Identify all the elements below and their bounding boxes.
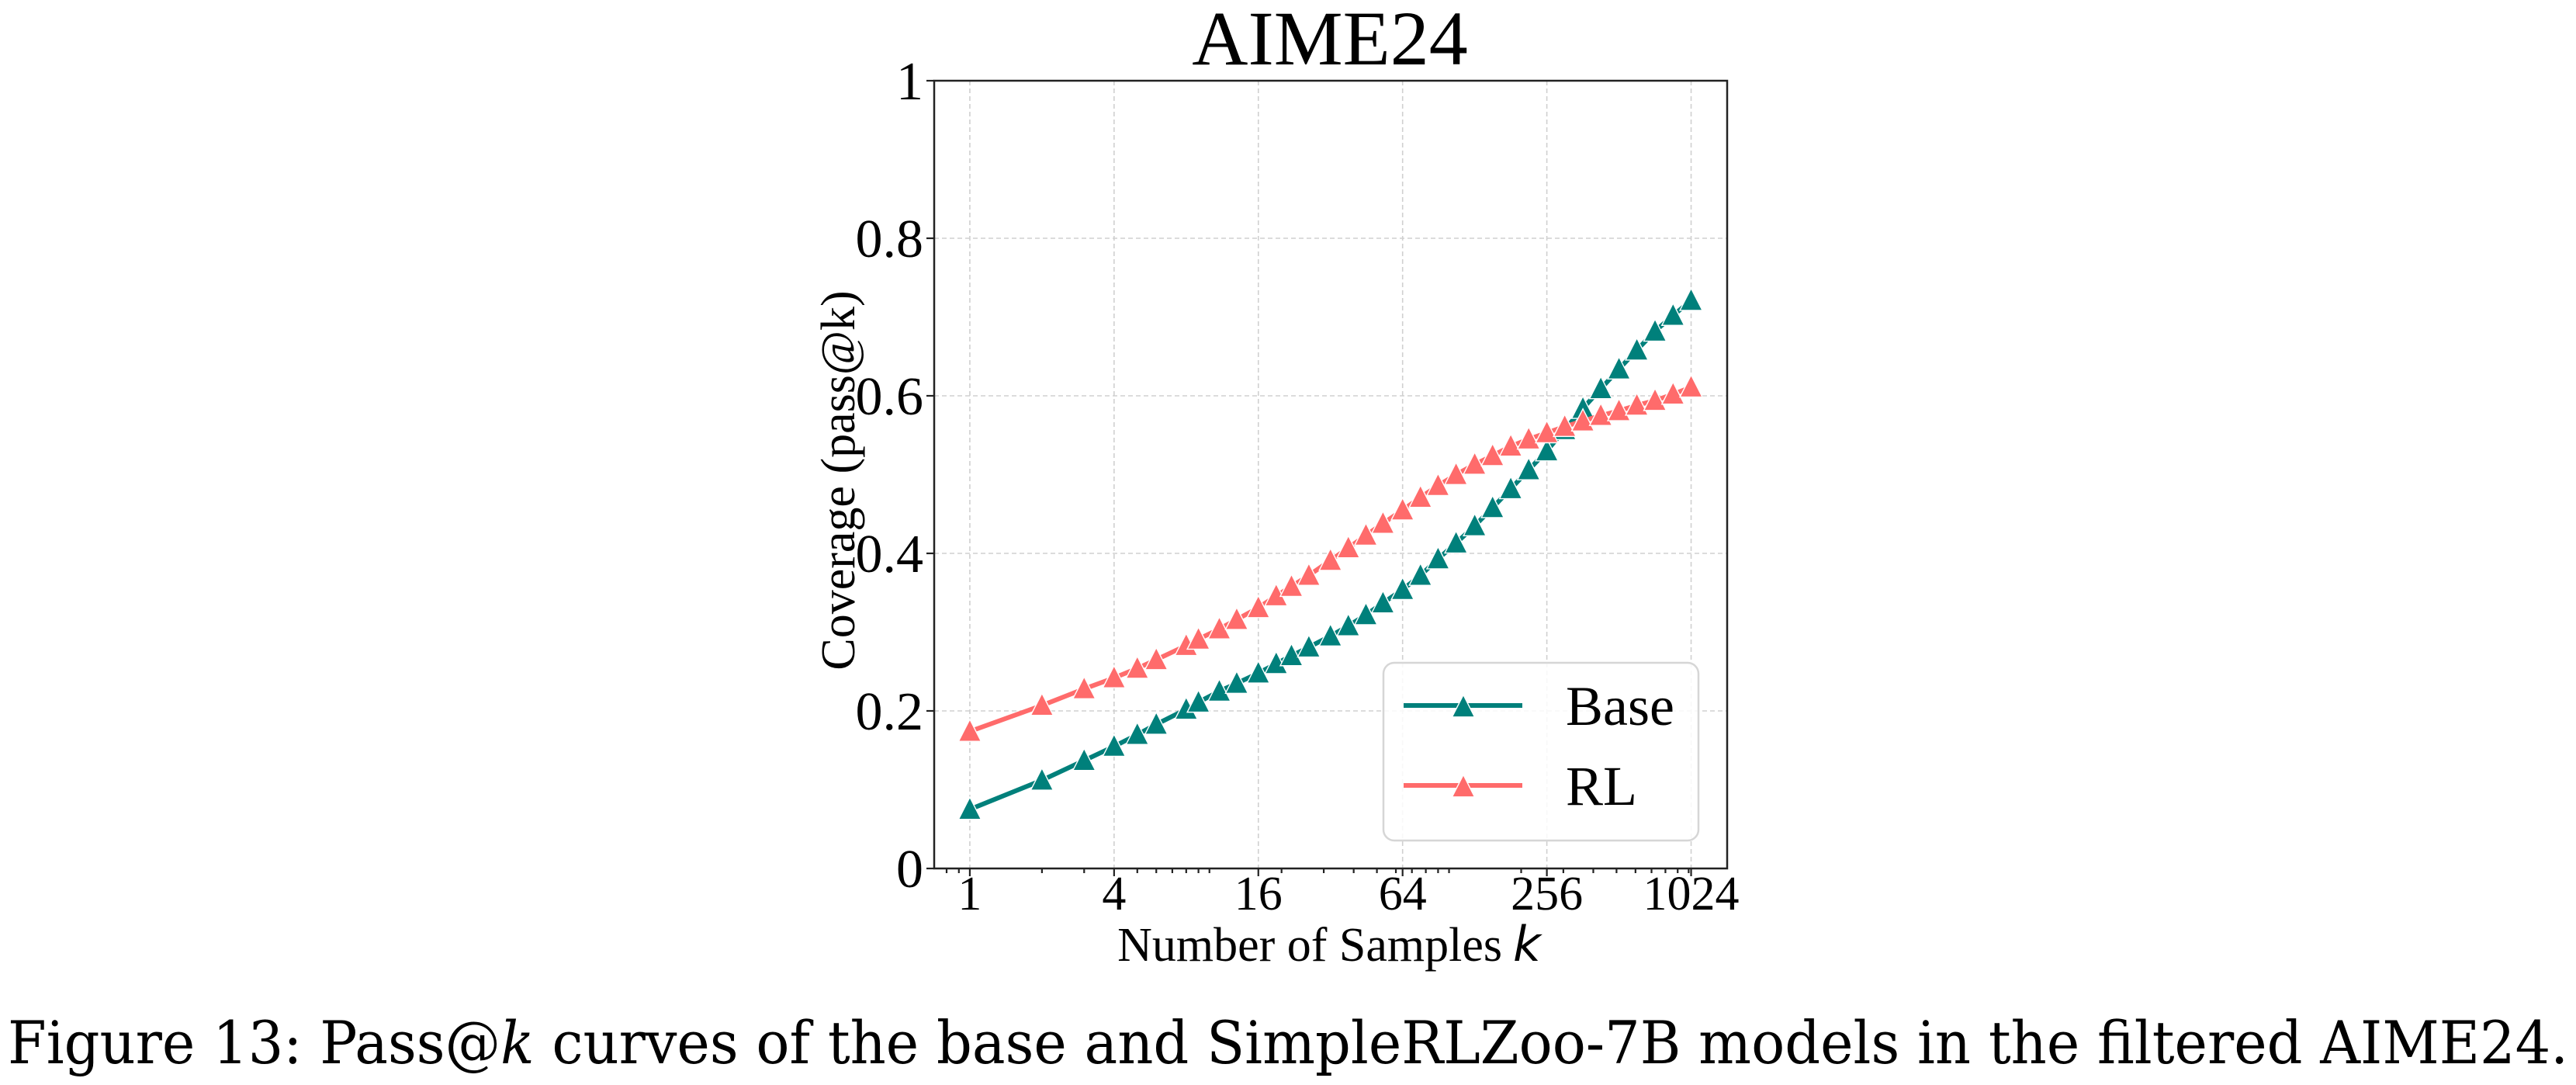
x-tick-label: 1: [957, 868, 982, 920]
data-point-rl: [1072, 675, 1096, 700]
data-point-base: [1425, 545, 1451, 570]
y-tick-label: 0.6: [856, 367, 924, 427]
data-point-base: [1030, 767, 1054, 791]
data-point-rl: [957, 718, 982, 742]
data-point-base: [1498, 475, 1523, 500]
axis-ticks: [926, 79, 1692, 876]
data-point-base: [1186, 688, 1211, 713]
data-point-rl: [1336, 534, 1361, 559]
x-tick-label: 256: [1511, 868, 1583, 920]
data-point-rl: [1390, 497, 1415, 521]
data-point-base: [1480, 494, 1505, 518]
caption-suffix: curves of the base and SimpleRLZoo-7B mo…: [535, 1008, 2568, 1077]
data-point-rl: [1534, 419, 1560, 444]
data-point-base: [1643, 317, 1667, 342]
x-tick-label: 4: [1102, 868, 1126, 920]
legend-label: RL: [1566, 755, 1637, 817]
data-point-base: [1072, 747, 1096, 771]
data-point-rl: [1125, 655, 1150, 679]
data-point-rl: [1480, 442, 1505, 466]
data-point-base: [1144, 711, 1169, 735]
data-point-rl: [1318, 546, 1343, 571]
data-point-base: [1660, 302, 1685, 326]
y-tick-label: 0.8: [856, 210, 924, 269]
data-point-base: [1297, 633, 1321, 658]
figure-caption: Figure 13: Pass@k curves of the base and…: [8, 1008, 2568, 1077]
data-point-base: [1463, 512, 1487, 536]
data-point-rl: [1660, 380, 1685, 405]
data-point-rl: [1224, 606, 1249, 630]
chart-title: AIME24: [1192, 0, 1468, 81]
data-point-rl: [1588, 402, 1613, 426]
legend-item-rl: RL: [1404, 755, 1637, 817]
data-point-rl: [1643, 387, 1667, 411]
series-base: [957, 287, 1704, 820]
data-point-base: [1246, 660, 1271, 684]
data-point-base: [1390, 576, 1415, 601]
x-axis-label: Number of Samples k: [1117, 916, 1542, 972]
data-point-base: [1678, 287, 1704, 311]
legend-item-base: Base: [1404, 675, 1674, 737]
data-point-base: [1353, 601, 1379, 626]
data-point-rl: [1624, 392, 1650, 416]
legend: Base RL: [1382, 661, 1700, 842]
data-point-base: [1279, 642, 1304, 667]
data-point-base: [1207, 678, 1232, 702]
caption-var: k: [500, 1008, 534, 1077]
data-point-base: [1624, 336, 1650, 361]
data-point-base: [1443, 529, 1469, 554]
data-point-rl: [1102, 664, 1127, 688]
data-point-rl: [1553, 413, 1577, 438]
data-point-rl: [1246, 594, 1271, 619]
axis-tick-labels: 1 4 16 64 256 1024 0 0.2 0.4 0.6 0.8 1: [856, 52, 1740, 920]
legend-swatch-marker: [1451, 773, 1476, 798]
legend-swatch-marker: [1451, 693, 1476, 718]
data-point-rl: [1463, 451, 1487, 475]
data-point-base: [1318, 622, 1343, 647]
series-rl: [957, 373, 1704, 742]
data-point-rl: [1370, 510, 1396, 534]
data-point-rl: [1570, 407, 1595, 432]
data-point-rl: [1353, 522, 1379, 546]
caption-prefix: Figure 13: Pass@: [8, 1008, 500, 1077]
data-point-rl: [1678, 373, 1704, 398]
data-point-rl: [1425, 472, 1451, 497]
x-tick-label: 64: [1379, 868, 1427, 920]
y-tick-label: 1: [896, 52, 923, 112]
data-point-base: [1606, 355, 1632, 380]
y-axis-label: Coverage (pass@k): [812, 290, 865, 670]
y-tick-label: 0.2: [856, 682, 924, 742]
data-point-rl: [1030, 692, 1054, 716]
data-point-base: [1516, 456, 1541, 480]
data-point-rl: [1516, 425, 1541, 450]
data-point-base: [1336, 612, 1361, 636]
data-point-rl: [1498, 432, 1523, 457]
data-point-base: [1370, 589, 1396, 614]
data-point-base: [957, 796, 982, 820]
x-tick-label: 1024: [1643, 868, 1740, 920]
data-point-base: [1102, 733, 1127, 757]
data-point-base: [1534, 437, 1560, 462]
data-point-base: [1588, 375, 1613, 400]
y-tick-label: 0.4: [856, 525, 924, 584]
x-axis-label-var: k: [1513, 916, 1542, 972]
data-point-rl: [1297, 562, 1321, 586]
data-point-rl: [1443, 461, 1469, 485]
axes-frame: [933, 79, 1729, 870]
data-point-rl: [1606, 397, 1632, 421]
data-point-rl: [1144, 646, 1169, 671]
y-tick-label: 0: [896, 840, 923, 900]
data-point-rl: [1408, 484, 1433, 508]
data-point-rl: [1186, 626, 1211, 650]
x-tick-label: 16: [1234, 868, 1283, 920]
plot-series: [957, 287, 1704, 820]
data-point-rl: [1207, 615, 1232, 640]
data-point-base: [1125, 721, 1150, 745]
data-point-base: [1408, 562, 1433, 586]
data-point-base: [1224, 670, 1249, 694]
legend-label: Base: [1566, 675, 1674, 737]
x-axis-label-text: Number of Samples: [1117, 919, 1502, 972]
